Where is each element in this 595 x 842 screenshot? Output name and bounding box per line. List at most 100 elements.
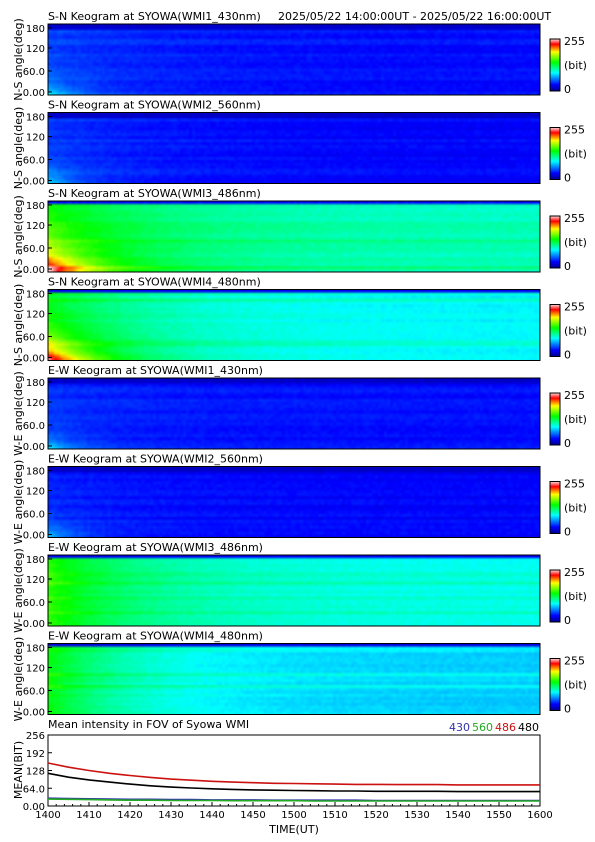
mean-xtick-label: 1530 xyxy=(404,810,429,821)
keogram-panel-3: S-N Keogram at SYOWA(WMI3_486nm)180 120 60… xyxy=(12,187,587,278)
colorbar-max-label: 255 xyxy=(564,566,585,579)
keogram-frame xyxy=(47,289,541,361)
keogram-frame xyxy=(47,23,541,96)
keogram-ytick-label: 60.0 xyxy=(23,156,45,167)
colorbar-min-label: 0 xyxy=(564,260,571,273)
mean-xtick-label: 1600 xyxy=(527,810,552,821)
colorbar-min-label: 0 xyxy=(564,526,571,539)
colorbar-min-label: 0 xyxy=(564,614,571,627)
keogram-title: E-W Keogram at SYOWA(WMI1_430nm) xyxy=(48,364,263,377)
colorbar xyxy=(549,304,561,357)
keogram-frame xyxy=(47,112,541,184)
colorbar xyxy=(549,392,561,446)
legend-label-480: 480 xyxy=(518,721,539,734)
mean-plot-ylabel: MEAN(BIT) xyxy=(12,741,25,799)
colorbar-max-label: 255 xyxy=(564,301,585,314)
keogram-ytick-label: 120 xyxy=(26,398,45,409)
colorbar-min-label: 0 xyxy=(564,703,571,716)
mean-series-line-486 xyxy=(47,762,540,786)
keogram-frame xyxy=(47,200,541,273)
keogram-ylabel: W-E angle(deg) xyxy=(12,548,25,633)
keogram-image xyxy=(48,201,540,272)
colorbar-unit-label: (bit) xyxy=(564,59,587,72)
keogram-panel-2: S-N Keogram at SYOWA(WMI2_560nm)180 120 60… xyxy=(12,99,587,190)
keogram-ylabel: N-S angle(deg) xyxy=(12,107,25,190)
keogram-panels: S-N Keogram at SYOWA(WMI1_430nm)18012060… xyxy=(12,10,587,721)
colorbar-min-label: 0 xyxy=(564,83,571,96)
keogram-ytick-label: 60.0 xyxy=(23,510,45,521)
mean-plot-series xyxy=(47,762,540,802)
colorbar-min-label: 0 xyxy=(564,172,571,185)
mean-plot-frame xyxy=(47,734,541,807)
keogram-image xyxy=(48,112,540,184)
mean-plot-title: Mean intensity in FOV of Syowa WMI xyxy=(48,718,249,731)
keogram-ytick-label: 120 xyxy=(26,221,45,232)
mean-xtick-label: 1410 xyxy=(76,810,101,821)
keogram-ylabel: W-E angle(deg) xyxy=(12,637,25,722)
keogram-ytick-label: 0.00 xyxy=(23,531,45,542)
keogram-ytick-label: 120 xyxy=(26,487,45,498)
keogram-ytick-label: 180 xyxy=(26,113,45,124)
keogram-ytick-label: 60.0 xyxy=(23,598,45,609)
keogram-title: E-W Keogram at SYOWA(WMI2_560nm) xyxy=(48,453,263,466)
keogram-panel-8: E-W Keogram at SYOWA(WMI4_480nm)180 120 60… xyxy=(12,630,587,722)
keogram-ytick-label: 0.00 xyxy=(23,708,45,719)
keogram-frame xyxy=(47,554,541,627)
mean-xtick-label: 1450 xyxy=(240,810,265,821)
keogram-ytick-label: 0.00 xyxy=(23,88,45,99)
keogram-ylabel: N-S angle(deg) xyxy=(12,18,25,101)
colorbar-min-label: 0 xyxy=(564,437,571,450)
colorbar-max-label: 255 xyxy=(564,124,585,137)
mean-xtick-label: 1500 xyxy=(281,810,306,821)
keogram-ylabel: W-E angle(deg) xyxy=(12,460,25,545)
mean-xtick-label: 1540 xyxy=(445,810,470,821)
keogram-ylabel: N-S angle(deg) xyxy=(12,195,25,278)
keogram-title: S-N Keogram at SYOWA(WMI2_560nm) xyxy=(48,99,261,112)
legend-label-430: 430 xyxy=(449,721,470,734)
keogram-ytick-label: 120 xyxy=(26,44,45,55)
keogram-image xyxy=(48,378,540,449)
colorbar-max-label: 255 xyxy=(564,655,585,668)
mean-xtick-label: 1430 xyxy=(158,810,183,821)
keogram-panel-6: E-W Keogram at SYOWA(WMI2_560nm)180 120 60… xyxy=(12,453,587,545)
colorbar-max-label: 255 xyxy=(564,389,585,402)
mean-ytick-label: 64.0 xyxy=(23,784,45,795)
keogram-image xyxy=(48,24,540,95)
keogram-ytick-label: 0.00 xyxy=(23,619,45,630)
colorbar-max-label: 255 xyxy=(564,35,585,48)
colorbar xyxy=(549,481,561,534)
keogram-ytick-label: 180 xyxy=(26,24,45,35)
keogram-image xyxy=(48,643,540,715)
colorbar xyxy=(549,38,561,92)
mean-plot-xlabel: TIME(UT) xyxy=(268,823,319,836)
mean-ytick-label: 192 xyxy=(26,749,45,760)
mean-ytick-label: 256 xyxy=(26,731,45,742)
keogram-panel-5: E-W Keogram at SYOWA(WMI1_430nm)180 120 60… xyxy=(12,364,587,456)
mean-ytick-label: 128 xyxy=(26,767,45,778)
keogram-panel-4: S-N Keogram at SYOWA(WMI4_480nm)180 120 60… xyxy=(12,276,587,367)
keogram-ylabel: N-S angle(deg) xyxy=(12,284,25,367)
keogram-ylabel: W-E angle(deg) xyxy=(12,371,25,456)
mean-ytick-label: 0.00 xyxy=(23,802,45,813)
keogram-title: S-N Keogram at SYOWA(WMI1_430nm) xyxy=(48,10,261,23)
keogram-image xyxy=(48,289,540,361)
keogram-title: E-W Keogram at SYOWA(WMI3_486nm) xyxy=(48,541,263,554)
keogram-ytick-label: 60.0 xyxy=(23,421,45,432)
mean-intensity-plot: Mean intensity in FOV of Syowa WMI 430 5… xyxy=(12,718,553,836)
colorbar xyxy=(549,215,561,269)
keogram-title: S-N Keogram at SYOWA(WMI4_480nm) xyxy=(48,276,261,289)
keogram-ytick-label: 180 xyxy=(26,290,45,301)
keogram-ytick-label: 180 xyxy=(26,201,45,212)
keogram-ytick-label: 60.0 xyxy=(23,687,45,698)
colorbar-unit-label: (bit) xyxy=(564,502,587,515)
keogram-ytick-label: 120 xyxy=(26,310,45,321)
mean-xtick-label: 1510 xyxy=(322,810,347,821)
colorbar-unit-label: (bit) xyxy=(564,679,587,692)
mean-xtick-label: 1440 xyxy=(199,810,224,821)
keogram-panel-7: E-W Keogram at SYOWA(WMI3_486nm)180 120 60… xyxy=(12,541,587,633)
keogram-ytick-label: 0.00 xyxy=(23,442,45,453)
keogram-frame xyxy=(47,466,541,538)
header-time-range: 2025/05/22 14:00:00UT - 2025/05/22 16:00… xyxy=(278,10,551,23)
